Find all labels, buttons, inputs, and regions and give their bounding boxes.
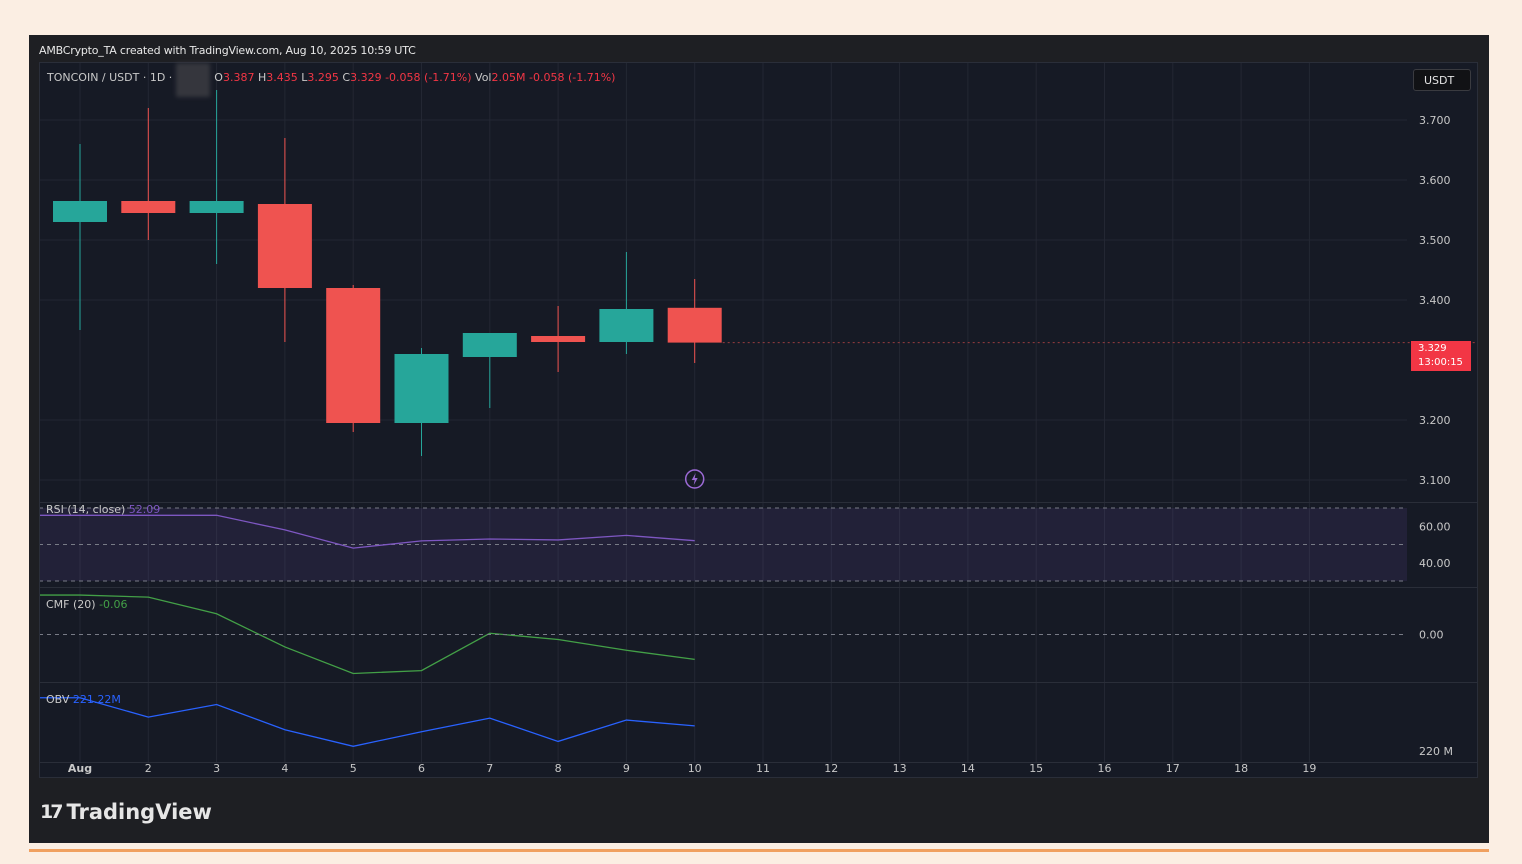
candle-body — [257, 204, 312, 288]
y-tick-label: 3.700 — [1419, 114, 1451, 127]
high-label: H — [257, 71, 267, 84]
cmf-tick-label: 0.00 — [1419, 629, 1444, 642]
chart-area[interactable]: 3.700 3.600 3.500 3.400 3.200 3.100 60.00 40.00… — [38, 62, 1480, 778]
low-label: L — [301, 71, 308, 84]
y-tick-label: 3.600 — [1419, 174, 1451, 187]
x-tick-label: 7 — [486, 762, 493, 775]
y-tick-label: 3.100 — [1419, 474, 1451, 487]
y-tick-label: 3.200 — [1419, 414, 1451, 427]
x-tick-label: 17 — [1166, 762, 1180, 775]
x-tick-label: 12 — [824, 762, 838, 775]
rsi-line — [39, 514, 695, 549]
close-value: 3.329 — [350, 71, 382, 84]
obv-legend: OBV 221.22M — [46, 693, 121, 706]
last-price-value: 3.329 — [1418, 343, 1447, 354]
y-tick-label: 3.400 — [1419, 294, 1451, 307]
candle-body — [599, 309, 654, 342]
x-tick-label: 6 — [418, 762, 425, 775]
vol-label: Vol — [475, 71, 492, 84]
candle-body — [394, 354, 449, 423]
x-tick-label: 8 — [555, 762, 562, 775]
open-value: 3.387 — [222, 71, 255, 84]
x-tick-label: 2 — [145, 762, 152, 775]
vol-change-value: -0.058 (-1.71%) — [528, 71, 616, 84]
high-value: 3.435 — [266, 71, 298, 84]
tradingview-logo-text: TradingView — [66, 800, 212, 824]
obv-tick-label: 220 M — [1419, 745, 1453, 758]
x-tick-label: 5 — [350, 762, 357, 775]
x-tick-label: 19 — [1302, 762, 1316, 775]
chart-frame: AMBCrypto_TA created with TradingView.co… — [29, 35, 1489, 843]
candle-body — [326, 288, 381, 423]
symbol-label[interactable]: TONCOIN / USDT · 1D · — [47, 71, 173, 84]
x-tick-label: 9 — [623, 762, 630, 775]
obv-line — [39, 697, 695, 747]
low-value: 3.295 — [307, 71, 339, 84]
vol-value: 2.05M — [491, 71, 526, 84]
x-tick-label: 13 — [893, 762, 907, 775]
lightning-icon — [684, 469, 705, 489]
candle-body — [531, 336, 586, 342]
plot-border — [39, 62, 1478, 778]
x-tick-label: 10 — [688, 762, 702, 775]
chart-svg[interactable]: 3.7003.6003.5003.4003.2003.10060.0040.00… — [38, 62, 1480, 778]
chart-caption: AMBCrypto_TA created with TradingView.co… — [39, 44, 416, 57]
x-tick-label: 11 — [756, 762, 770, 775]
candle-body — [462, 333, 517, 357]
lightning-icon-glyph — [691, 473, 698, 485]
tradingview-logo-icon: 17 — [40, 801, 64, 823]
x-tick-label: 3 — [213, 762, 220, 775]
y-tick-label: 3.500 — [1419, 234, 1451, 247]
bar-countdown: 13:00:15 — [1418, 357, 1463, 368]
candle-body — [667, 307, 722, 343]
currency-button[interactable]: USDT — [1413, 69, 1471, 91]
candle-body — [189, 201, 244, 213]
blurred-area — [176, 63, 211, 97]
ohlc-legend: TONCOIN / USDT · 1D · O3.387 H3.435 L3.29… — [47, 63, 616, 105]
x-tick-label: 18 — [1234, 762, 1248, 775]
rsi-tick-label: 60.00 — [1419, 520, 1451, 533]
x-tick-label: 4 — [281, 762, 288, 775]
last-price-tag: 3.329 13:00:15 — [1411, 341, 1471, 371]
rsi-tick-label: 40.00 — [1419, 557, 1451, 570]
x-tick-label: 16 — [1098, 762, 1112, 775]
tradingview-logo[interactable]: 17 TradingView — [40, 799, 212, 825]
open-label: O — [214, 71, 223, 84]
x-tick-label: Aug — [68, 762, 92, 775]
cmf-line — [39, 594, 695, 675]
cmf-legend: CMF (20) -0.06 — [46, 598, 128, 611]
change-value: -0.058 (-1.71%) — [385, 71, 472, 84]
candle-body — [53, 201, 107, 222]
x-tick-label: 15 — [1029, 762, 1043, 775]
close-label: C — [342, 71, 351, 84]
rsi-legend: RSI (14, close) 52.09 — [46, 503, 160, 516]
x-tick-label: 14 — [961, 762, 975, 775]
candle-body — [121, 201, 176, 213]
accent-line — [29, 849, 1489, 852]
